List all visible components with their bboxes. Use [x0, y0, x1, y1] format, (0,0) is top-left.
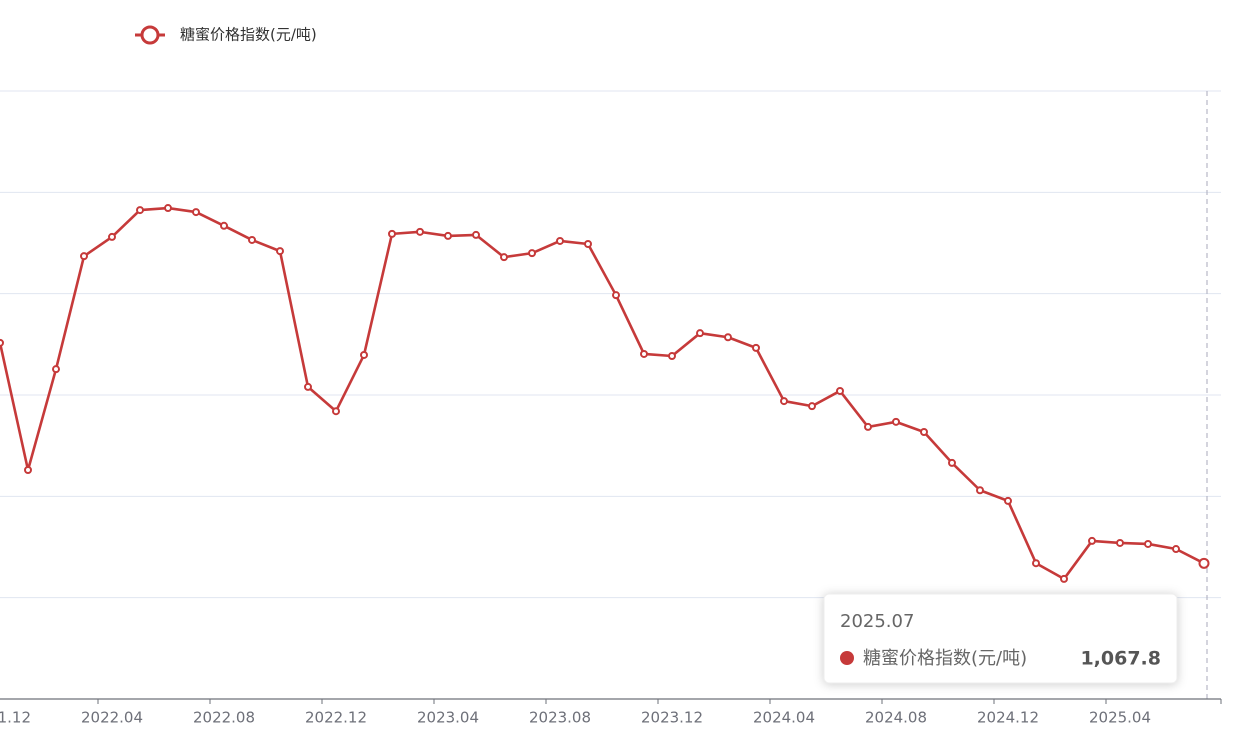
tooltip: 2025.07 糖蜜价格指数(元/吨) 1,067.8 [823, 593, 1178, 684]
tooltip-marker [840, 651, 854, 665]
data-point [164, 204, 172, 213]
tooltip-box [823, 593, 1178, 684]
data-point [192, 208, 200, 217]
data-point [808, 402, 816, 411]
data-point [108, 232, 116, 241]
x-tick-label: 2024.12 [977, 709, 1039, 727]
data-point [360, 350, 368, 359]
data-point [1116, 538, 1124, 547]
x-tick-label: 2023.08 [529, 709, 591, 727]
x-tick-label: 2021.12 [0, 709, 31, 727]
data-point [1004, 496, 1012, 505]
series-line [0, 206, 1205, 581]
data-point [444, 231, 452, 240]
data-point [304, 382, 312, 391]
data-point [612, 291, 620, 300]
data-point [668, 351, 676, 360]
data-point [220, 221, 228, 230]
legend-marker [140, 25, 160, 45]
data-point [920, 427, 928, 436]
x-tick-label: 2022.04 [81, 709, 143, 727]
data-point [1032, 559, 1040, 568]
data-point [0, 338, 4, 347]
data-point [696, 329, 704, 338]
data-point [24, 465, 32, 474]
data-point [724, 333, 732, 342]
tooltip-series: 糖蜜价格指数(元/吨) [863, 648, 1027, 669]
legend-label: 糖蜜价格指数(元/吨) [180, 26, 317, 44]
data-point [948, 458, 956, 467]
data-point [276, 247, 284, 256]
tooltip-title: 2025.07 [840, 611, 914, 632]
data-point [416, 227, 424, 236]
data-point [752, 343, 760, 352]
data-point [1198, 557, 1210, 569]
data-point [556, 236, 564, 245]
data-point [1088, 536, 1096, 545]
x-tick-label: 2023.04 [417, 709, 479, 727]
data-point [864, 422, 872, 431]
data-point [388, 229, 396, 238]
data-point [500, 253, 508, 262]
tooltip-value: 1,067.8 [1080, 648, 1161, 670]
data-point [1144, 539, 1152, 548]
x-tick-label: 2025.04 [1089, 709, 1151, 727]
data-point [976, 486, 984, 495]
x-tick-label: 2022.12 [305, 709, 367, 727]
data-point [892, 417, 900, 426]
x-tick-label: 2024.08 [865, 709, 927, 727]
data-point [332, 407, 340, 416]
data-point [1172, 545, 1180, 554]
data-point [52, 365, 60, 374]
data-point [472, 230, 480, 239]
x-tick-label: 2022.08 [193, 709, 255, 727]
data-point [528, 249, 536, 258]
data-point [136, 206, 144, 215]
data-point [780, 397, 788, 406]
data-point [248, 235, 256, 244]
data-point [584, 240, 592, 249]
x-tick-label: 2023.12 [641, 709, 703, 727]
data-point [1060, 574, 1068, 583]
data-point [640, 349, 648, 358]
x-tick-label: 2024.04 [753, 709, 815, 727]
data-point [80, 252, 88, 261]
data-point [836, 386, 844, 395]
